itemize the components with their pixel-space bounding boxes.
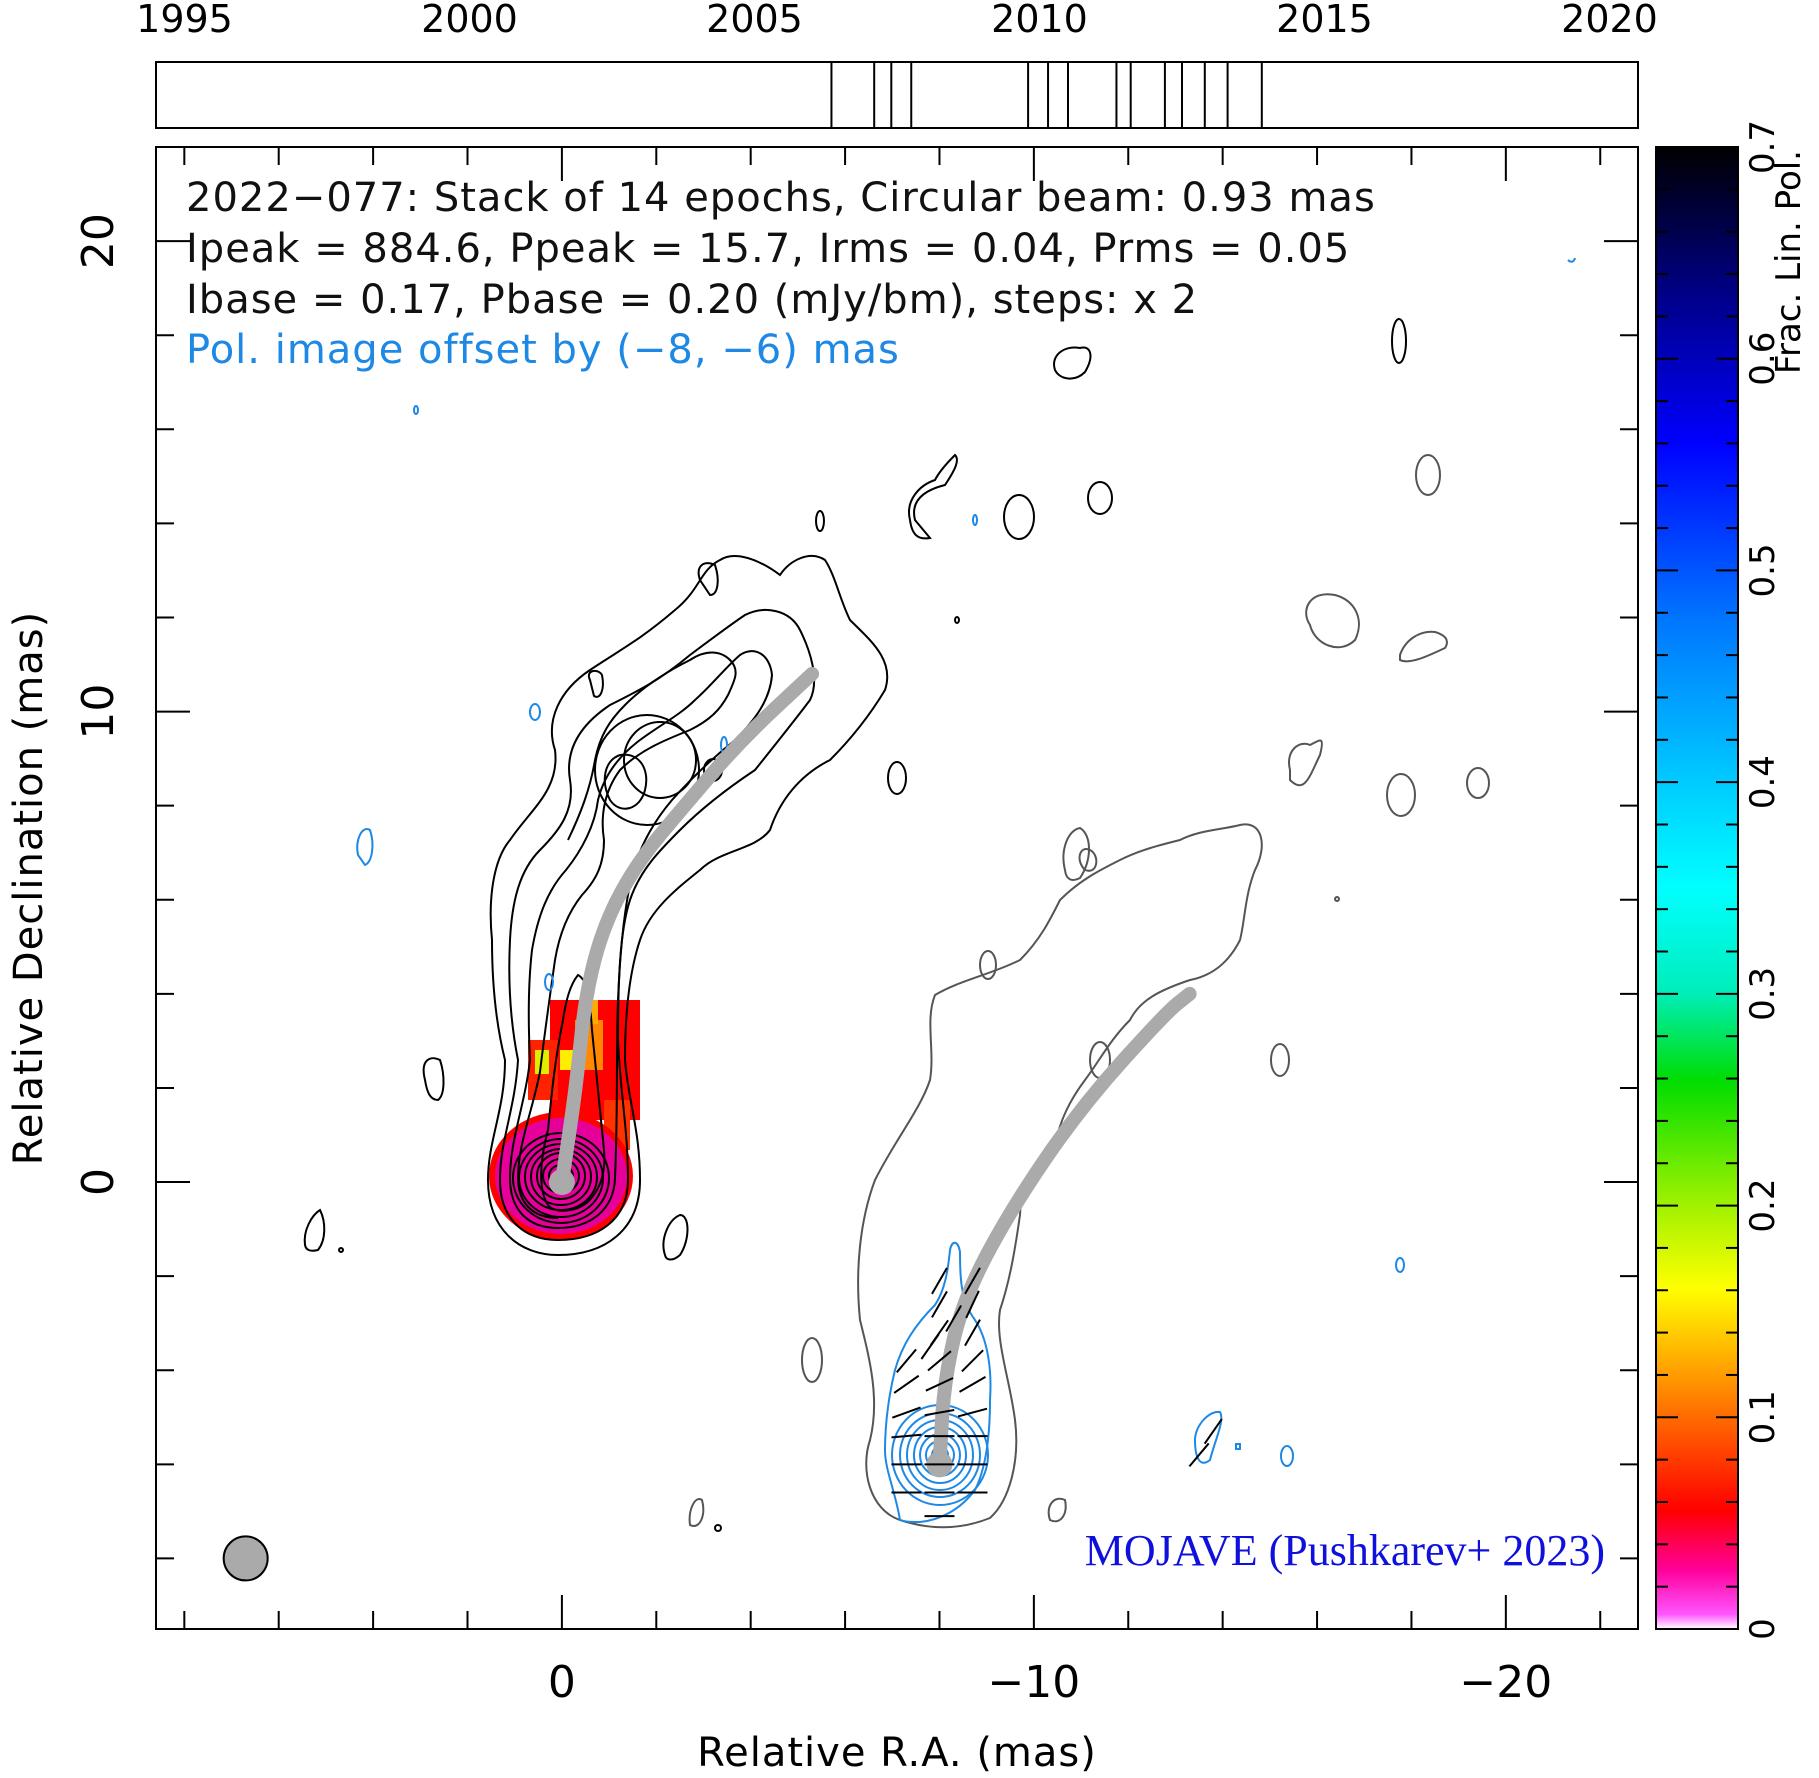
stacked-intensity-contours [688, 454, 1490, 1529]
colorbar-tick-label: 0.3 [1743, 967, 1783, 1021]
x-tick-label: −10 [987, 1657, 1080, 1708]
epoch-year-label: 2015 [1276, 0, 1373, 41]
info-line-1: 2022−077: Stack of 14 epochs, Circular b… [186, 175, 1376, 221]
evpa-tick [893, 1374, 920, 1394]
evpa-tick [965, 1290, 980, 1319]
colorbar-ticks [1656, 146, 1738, 1630]
colorbar-tick-label: 0.1 [1743, 1390, 1783, 1444]
axis-ticks [156, 146, 1638, 1629]
evpa-tick [1203, 1418, 1223, 1445]
y-tick-label: 10 [73, 684, 124, 740]
colorbar-tick-labels: 0 0.1 0.2 0.3 0.4 0.5 0.6 0.7 [1743, 120, 1783, 1640]
evpa-tick [961, 1349, 984, 1373]
evpa-tick [924, 1408, 955, 1417]
colorbar-tick-label: 0.4 [1743, 755, 1783, 809]
info-line-3: Ibase = 0.17, Pbase = 0.20 (mJy/bm), ste… [186, 277, 1198, 323]
evpa-tick [896, 1348, 917, 1373]
epoch-year-label: 2010 [991, 0, 1088, 41]
evpa-tick [964, 1267, 981, 1295]
evpa-tick [931, 1290, 948, 1318]
colorbar-tick-label: 0.2 [1743, 1179, 1783, 1233]
evpa-tick [1188, 1442, 1210, 1468]
y-tick-label: 20 [73, 213, 124, 269]
colorbar-tick-label: 0.6 [1743, 332, 1783, 386]
epoch-year-label: 1995 [136, 0, 233, 41]
axis-tick-labels: 0 −10 −20 0 10 20 [73, 213, 1552, 1708]
evpa-tick [892, 1406, 921, 1419]
epoch-year-label: 2000 [421, 0, 518, 41]
plot-area: 0 −10 −20 0 10 20 2022−077: Stack of 14 epoch… [73, 146, 1639, 1708]
x-tick-label: 0 [548, 1657, 576, 1708]
pol-offset-note: Pol. image offset by (−8, −6) mas [186, 327, 900, 373]
x-tick-label: −20 [1459, 1657, 1552, 1708]
epoch-lines [830, 62, 1263, 128]
evpa-tick [927, 1350, 952, 1372]
plot-frame [155, 146, 1639, 1630]
credit-label: MOJAVE (Pushkarev+ 2023) [1085, 1526, 1605, 1575]
evpa-ticks [891, 1267, 1223, 1518]
beam-ellipse [222, 1535, 269, 1582]
colorbar-tick-label: 0.7 [1743, 120, 1783, 174]
colorbar-tick-label: 0 [1743, 1618, 1783, 1640]
epoch-year-label: 2005 [706, 0, 803, 41]
evpa-tick [891, 1433, 922, 1439]
colorbar-tick-label: 0.5 [1743, 543, 1783, 597]
colorbar: 0 0.1 0.2 0.3 0.4 0.5 0.6 0.7 Frac. Lin. Pol. [1655, 120, 1809, 1640]
epoch-bar: 1995 2000 2005 2010 2015 2020 [136, 0, 1658, 129]
y-axis-title: Relative Declination (mas) [6, 611, 52, 1165]
evpa-tick [925, 1377, 954, 1392]
evpa-tick [945, 1304, 963, 1332]
evpa-tick [931, 1267, 948, 1295]
evpa-tick [959, 1375, 987, 1393]
evpa-tick [920, 1333, 940, 1360]
core-marker-total [548, 1169, 575, 1196]
colorbar-gradient [1655, 146, 1739, 1630]
x-axis-title: Relative R.A. (mas) [697, 1730, 1097, 1776]
y-tick-label: 0 [73, 1168, 124, 1196]
evpa-tick [964, 1319, 981, 1347]
info-line-2: Ipeak = 884.6, Ppeak = 15.7, Irms = 0.04… [186, 226, 1350, 272]
plot-background [156, 147, 1638, 1629]
evpa-tick [957, 1407, 988, 1418]
ridge-line-total-intensity [554, 666, 820, 1190]
colorbar-title: Frac. Lin. Pol. [1769, 150, 1809, 374]
epoch-year-labels: 1995 2000 2005 2010 2015 2020 [136, 0, 1658, 41]
epoch-year-label: 2020 [1561, 0, 1658, 41]
epoch-bar-frame [155, 61, 1639, 129]
